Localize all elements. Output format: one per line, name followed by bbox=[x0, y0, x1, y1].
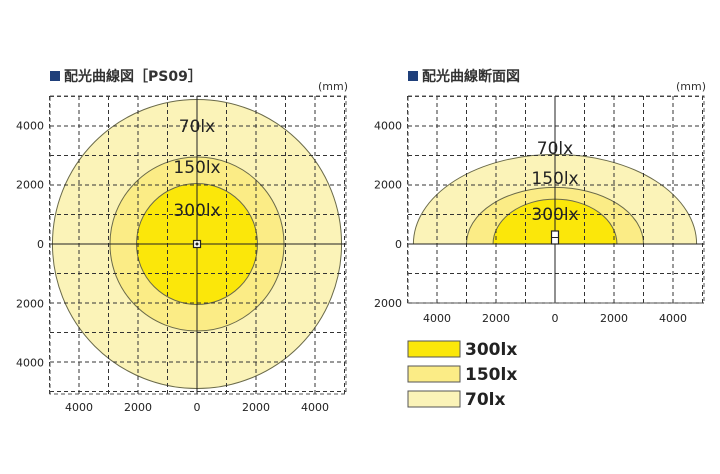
right-x-tick: 2000 bbox=[482, 312, 510, 325]
level-label-300lx: 300lx bbox=[531, 205, 578, 225]
level-label-300lx: 300lx bbox=[173, 201, 220, 221]
legend-label: 300lx bbox=[465, 340, 517, 360]
legend-item-300lx: 300lx bbox=[407, 340, 517, 360]
legend-swatch bbox=[407, 340, 461, 358]
left-x-tick: 0 bbox=[194, 401, 201, 414]
lamp-icon bbox=[550, 230, 560, 245]
right-title-text: 配光曲線断面図 bbox=[422, 69, 520, 85]
right-x-tick: 4000 bbox=[423, 312, 451, 325]
level-label-70lx: 70lx bbox=[179, 117, 215, 137]
legend-item-70lx: 70lx bbox=[407, 390, 505, 410]
right-unit: (mm) bbox=[676, 80, 707, 93]
left-x-tick: 4000 bbox=[301, 401, 329, 414]
legend: 300lx 150lx 70lx bbox=[407, 340, 517, 410]
left-y-tick: 4000 bbox=[16, 357, 44, 370]
left-frame bbox=[49, 95, 347, 395]
legend-label: 70lx bbox=[465, 390, 505, 410]
left-y-tick: 0 bbox=[37, 238, 44, 251]
level-label-70lx: 70lx bbox=[537, 139, 573, 159]
left-title-text: 配光曲線図［PS09］ bbox=[64, 69, 202, 85]
right-x-tick: 4000 bbox=[659, 312, 687, 325]
legend-item-150lx: 150lx bbox=[407, 365, 517, 385]
right-y-tick: 0 bbox=[395, 238, 402, 251]
left-y-tick: 4000 bbox=[16, 119, 44, 132]
legend-swatch bbox=[407, 390, 461, 408]
right-x-tick: 2000 bbox=[600, 312, 628, 325]
left-title: 配光曲線図［PS09］ bbox=[50, 66, 202, 86]
left-y-tick: 2000 bbox=[16, 297, 44, 310]
right-chart: 70lx 150lx 300lx 4000 2000 0 2000 4000 2000 0 2000… bbox=[374, 95, 705, 325]
right-title: 配光曲線断面図 bbox=[408, 66, 520, 86]
left-x-tick: 2000 bbox=[242, 401, 270, 414]
title-square-icon bbox=[408, 71, 418, 81]
right-frame bbox=[407, 95, 705, 304]
level-label-150lx: 150lx bbox=[173, 158, 220, 178]
legend-label: 150lx bbox=[465, 365, 517, 385]
left-unit: (mm) bbox=[318, 80, 349, 93]
legend-swatch bbox=[407, 365, 461, 383]
left-x-tick: 4000 bbox=[65, 401, 93, 414]
left-y-tick: 2000 bbox=[16, 179, 44, 192]
right-y-tick: 2000 bbox=[374, 297, 402, 310]
title-square-icon bbox=[50, 71, 60, 81]
right-x-tick: 0 bbox=[552, 312, 559, 325]
left-chart: 70lx 150lx 300lx 4000 2000 0 2000 4000 4000 2000 0… bbox=[16, 95, 347, 414]
left-x-tick: 2000 bbox=[124, 401, 152, 414]
level-label-150lx: 150lx bbox=[531, 169, 578, 189]
right-y-tick: 4000 bbox=[374, 119, 402, 132]
right-y-tick: 2000 bbox=[374, 179, 402, 192]
light-center-dot bbox=[195, 242, 199, 246]
